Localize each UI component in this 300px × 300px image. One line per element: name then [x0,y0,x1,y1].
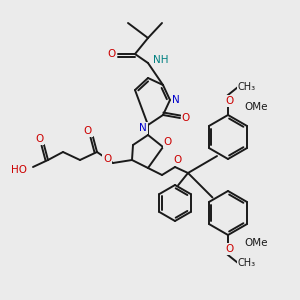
Text: O: O [84,126,92,136]
Text: O: O [108,49,116,59]
Text: HO: HO [11,165,27,175]
Text: O: O [103,154,111,164]
Text: O: O [226,96,234,106]
Text: O: O [226,244,234,254]
Text: OMe: OMe [244,102,268,112]
Text: CH₃: CH₃ [238,82,256,92]
Text: O: O [174,155,182,165]
Text: OMe: OMe [244,238,268,248]
Text: N: N [139,123,147,133]
Text: O: O [182,113,190,123]
Text: O: O [35,134,43,144]
Text: O: O [164,137,172,147]
Text: N: N [172,95,180,105]
Text: NH: NH [153,55,169,65]
Text: CH₃: CH₃ [238,258,256,268]
